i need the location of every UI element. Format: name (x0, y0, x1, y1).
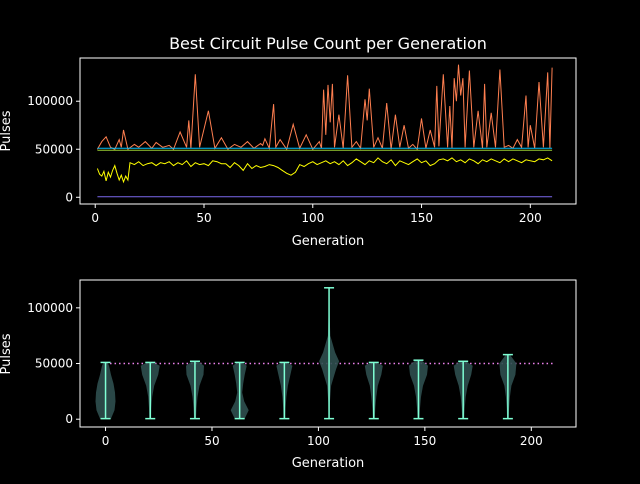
top-y-tick-label: 100000 (27, 94, 73, 108)
top-y-tick-label: 0 (65, 190, 73, 204)
top-x-ticks: 0 50 100 150 200 (91, 204, 542, 225)
bottom-ylabel: Pulses (0, 333, 14, 374)
bottom-y-tick-label: 50000 (35, 357, 73, 371)
bottom-x-tick-label: 200 (520, 434, 543, 448)
top-y-ticks: 0 50000 100000 (27, 94, 80, 204)
bottom-violins-group (95, 287, 517, 420)
top-x-tick-label: 50 (196, 211, 211, 225)
top-series-group (96, 64, 553, 198)
top-x-tick-label: 100 (301, 211, 324, 225)
bottom-x-tick-label: 150 (413, 434, 436, 448)
bottom-y-ticks: 0 50000 100000 (27, 301, 80, 426)
bottom-x-tick-label: 100 (307, 434, 330, 448)
bottom-axes: Generation Pulses 0 50 100 150 200 0 50000 100… (0, 279, 577, 471)
top-x-tick-label: 0 (91, 211, 99, 225)
top-plot-frame (79, 57, 577, 205)
bottom-y-tick-label: 0 (65, 412, 73, 426)
top-xlabel: Generation (292, 234, 365, 249)
chart-title: Best Circuit Pulse Count per Generation (169, 34, 487, 53)
bottom-x-tick-label: 0 (102, 434, 110, 448)
top-ylabel: Pulses (0, 110, 14, 151)
top-y-tick-label: 50000 (35, 142, 73, 156)
top-axes: Generation Pulses 0 50 100 150 200 0 50000 100… (0, 57, 577, 249)
bottom-x-tick-label: 50 (204, 434, 219, 448)
bottom-y-tick-label: 100000 (27, 301, 73, 315)
top-x-tick-label: 150 (410, 211, 433, 225)
bottom-xlabel: Generation (292, 456, 365, 471)
bottom-plot-frame (79, 279, 577, 428)
top-x-tick-label: 200 (519, 211, 542, 225)
bottom-x-ticks: 0 50 100 150 200 (102, 427, 543, 448)
series-line-0 (96, 64, 553, 151)
series-line-1 (96, 157, 553, 184)
